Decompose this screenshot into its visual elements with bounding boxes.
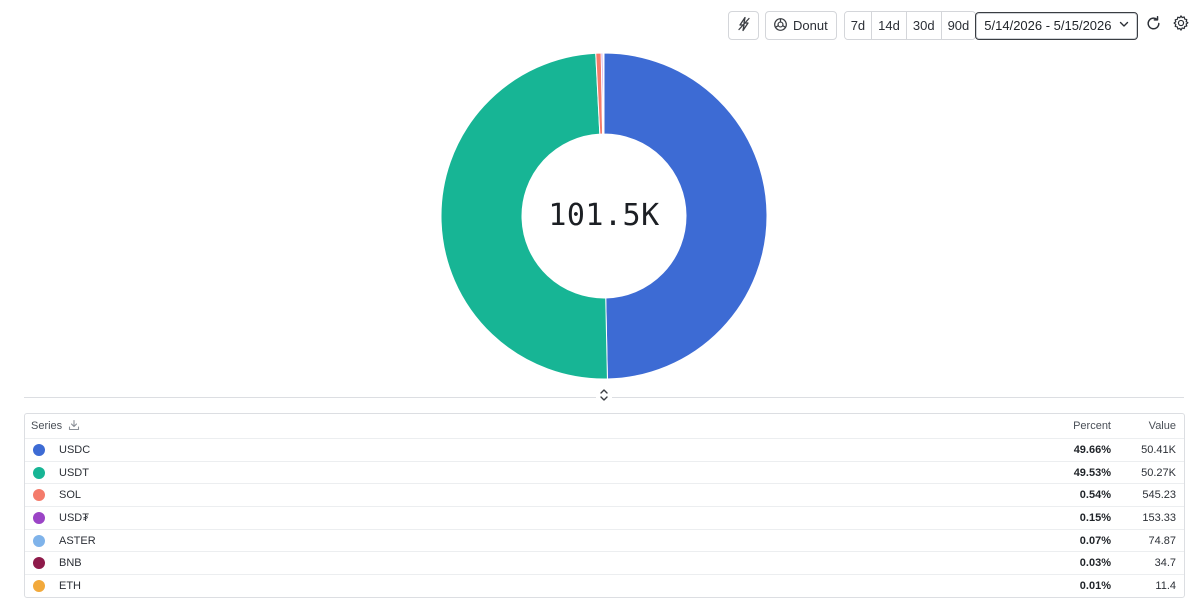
header-percent[interactable]: Percent (1073, 420, 1111, 432)
table-header: Series Percent Value (25, 414, 1184, 438)
table-row[interactable]: ETH 0.01% 11.4 (25, 574, 1184, 597)
refresh-icon (1145, 15, 1162, 37)
series-percent: 0.07% (1079, 534, 1111, 547)
series-value: 11.4 (1155, 579, 1176, 592)
series-value: 50.41K (1141, 443, 1176, 456)
table-row[interactable]: USDC 49.66% 50.41K (25, 438, 1184, 461)
series-value: 74.87 (1148, 534, 1176, 547)
header-series: Series (31, 420, 63, 432)
settings-button[interactable] (1170, 14, 1192, 38)
series-name: USDT (59, 466, 89, 479)
range-14d[interactable]: 14d (872, 12, 907, 39)
donut-slice-usdt[interactable] (440, 52, 608, 380)
gear-icon (1172, 14, 1190, 37)
donut-chart: 101.5K (440, 52, 768, 380)
series-name: BNB (59, 557, 82, 570)
range-30d[interactable]: 30d (906, 12, 942, 39)
series-percent: 49.53% (1073, 466, 1111, 479)
table-row[interactable]: SOL 0.54% 545.23 (25, 483, 1184, 506)
header-value[interactable]: Value (1148, 420, 1176, 432)
series-name: USDC (59, 443, 91, 456)
series-color-dot (33, 557, 45, 570)
series-value: 545.23 (1142, 489, 1176, 502)
table-row[interactable]: ASTER 0.07% 74.87 (25, 528, 1184, 552)
time-range-selector: 7d 14d 30d 90d (843, 11, 977, 40)
chevron-up-down-icon (598, 387, 610, 408)
date-range-picker[interactable]: 5/14/2026 - 5/15/2026 (975, 11, 1138, 40)
date-range-label: 5/14/2026 - 5/15/2026 (984, 18, 1112, 33)
download-icon[interactable] (68, 419, 80, 434)
series-name: SOL (59, 489, 82, 502)
series-name: USD₮ (59, 511, 89, 524)
table-row[interactable]: USD₮ 0.15% 153.33 (25, 506, 1184, 529)
collapse-toggle[interactable] (596, 387, 612, 408)
series-color-dot (33, 579, 45, 592)
series-percent: 0.54% (1079, 489, 1111, 502)
series-percent: 0.01% (1079, 579, 1111, 592)
series-color-dot (33, 534, 45, 547)
series-color-dot (33, 489, 45, 502)
series-value: 50.27K (1141, 466, 1176, 479)
series-color-dot (33, 511, 45, 524)
donut-svg (440, 52, 768, 380)
chart-type-label: Donut (793, 18, 828, 33)
chart-toolbar: Donut 7d 14d 30d 90d 5/14/2026 - 5/15/20… (728, 11, 1192, 40)
chevron-down-icon (1118, 18, 1130, 33)
lightning-slash-button[interactable] (728, 11, 759, 40)
series-color-dot (33, 443, 45, 456)
refresh-button[interactable] (1143, 14, 1165, 38)
chart-type-button[interactable]: Donut (765, 11, 837, 40)
range-90d[interactable]: 90d (941, 12, 976, 39)
series-value: 34.7 (1154, 557, 1176, 570)
center-total: 101.5K (548, 198, 660, 233)
series-percent: 0.15% (1079, 511, 1111, 524)
range-7d[interactable]: 7d (844, 12, 873, 39)
donut-icon (773, 17, 788, 35)
table-row[interactable]: BNB 0.03% 34.7 (25, 551, 1184, 574)
donut-slice-usdc[interactable] (603, 52, 768, 380)
lightning-slash-icon (736, 16, 752, 35)
table-row[interactable]: USDT 49.53% 50.27K (25, 460, 1184, 484)
series-table: Series Percent Value USDC 49.66% 50.41K USD… (24, 413, 1185, 598)
series-name: ETH (59, 579, 81, 592)
series-name: ASTER (59, 534, 96, 547)
series-value: 153.33 (1142, 511, 1176, 524)
table-body: USDC 49.66% 50.41K USDT 49.53% 50.27K SOL 0.54%… (25, 438, 1184, 597)
series-percent: 0.03% (1079, 557, 1111, 570)
series-percent: 49.66% (1073, 443, 1111, 456)
series-color-dot (33, 466, 45, 479)
